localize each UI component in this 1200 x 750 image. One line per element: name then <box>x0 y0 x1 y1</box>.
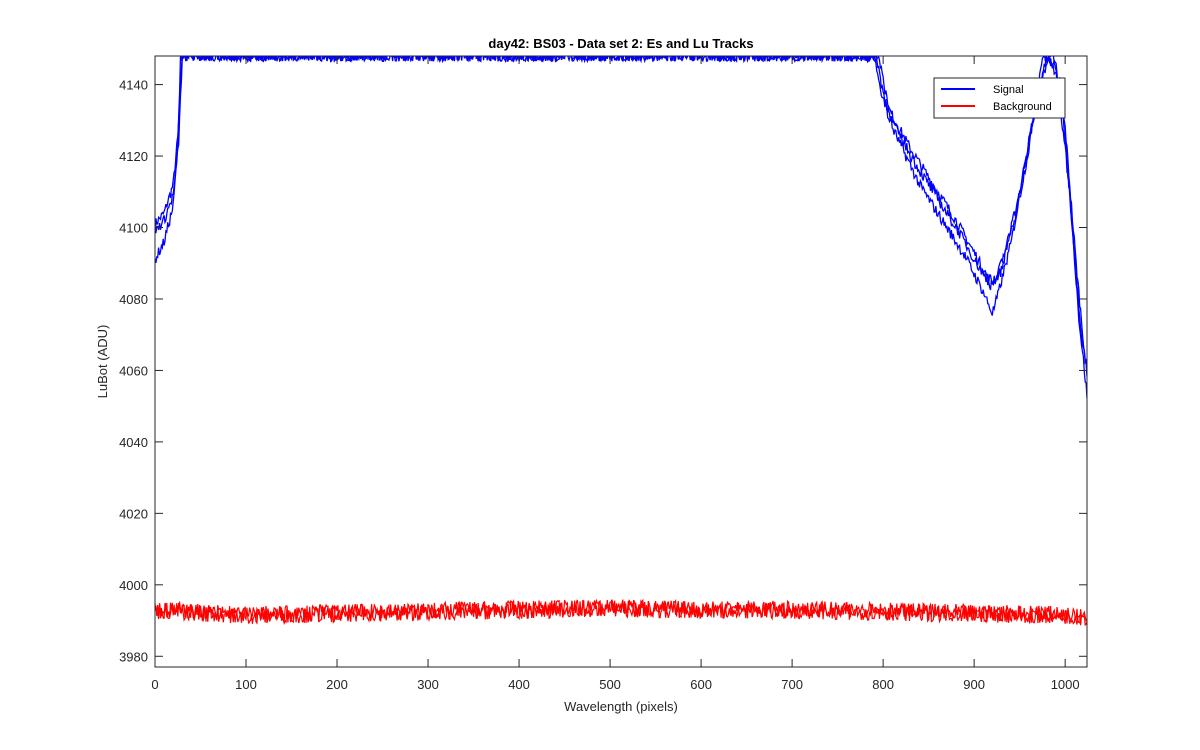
signal-line <box>155 56 1087 374</box>
y-tick-label: 4000 <box>119 578 148 593</box>
y-tick-label: 4100 <box>119 221 148 236</box>
legend-label-signal: Signal <box>993 84 1024 96</box>
background-line <box>155 598 1087 625</box>
y-tick-label: 3980 <box>119 649 148 664</box>
y-tick-label: 4020 <box>119 506 148 521</box>
x-tick-label: 100 <box>235 677 257 692</box>
legend-label-background: Background <box>993 101 1052 113</box>
x-tick-label: 400 <box>508 677 530 692</box>
x-tick-label: 700 <box>781 677 803 692</box>
legend-box <box>933 77 1066 119</box>
y-tick-label: 4120 <box>119 149 148 164</box>
x-tick-label: 200 <box>326 677 348 692</box>
series-layer <box>155 56 1087 627</box>
x-tick-label: 300 <box>417 677 439 692</box>
legend: Signal Background <box>933 77 1066 119</box>
y-axis-label: LuBot (ADU) <box>95 325 110 399</box>
ticks-layer: 0 100 200 300 400 500 600 700 800 900 1000 3980 4000… <box>119 56 1087 692</box>
x-tick-label: 1000 <box>1051 677 1080 692</box>
x-tick-label: 900 <box>963 677 985 692</box>
x-axis-label: Wavelength (pixels) <box>564 699 678 714</box>
x-tick-label: 800 <box>872 677 894 692</box>
y-tick-label: 4060 <box>119 363 148 378</box>
x-tick-label: 600 <box>690 677 712 692</box>
y-tick-label: 4080 <box>119 292 148 307</box>
x-tick-label: 0 <box>151 677 158 692</box>
y-tick-label: 4140 <box>119 78 148 93</box>
y-tick-label: 4040 <box>119 435 148 450</box>
plot-frame <box>154 55 1088 668</box>
plot-area <box>155 56 1087 667</box>
chart-title: day42: BS03 - Data set 2: Es and Lu Trac… <box>488 36 753 51</box>
x-tick-label: 500 <box>599 677 621 692</box>
signal-line <box>155 56 1087 399</box>
